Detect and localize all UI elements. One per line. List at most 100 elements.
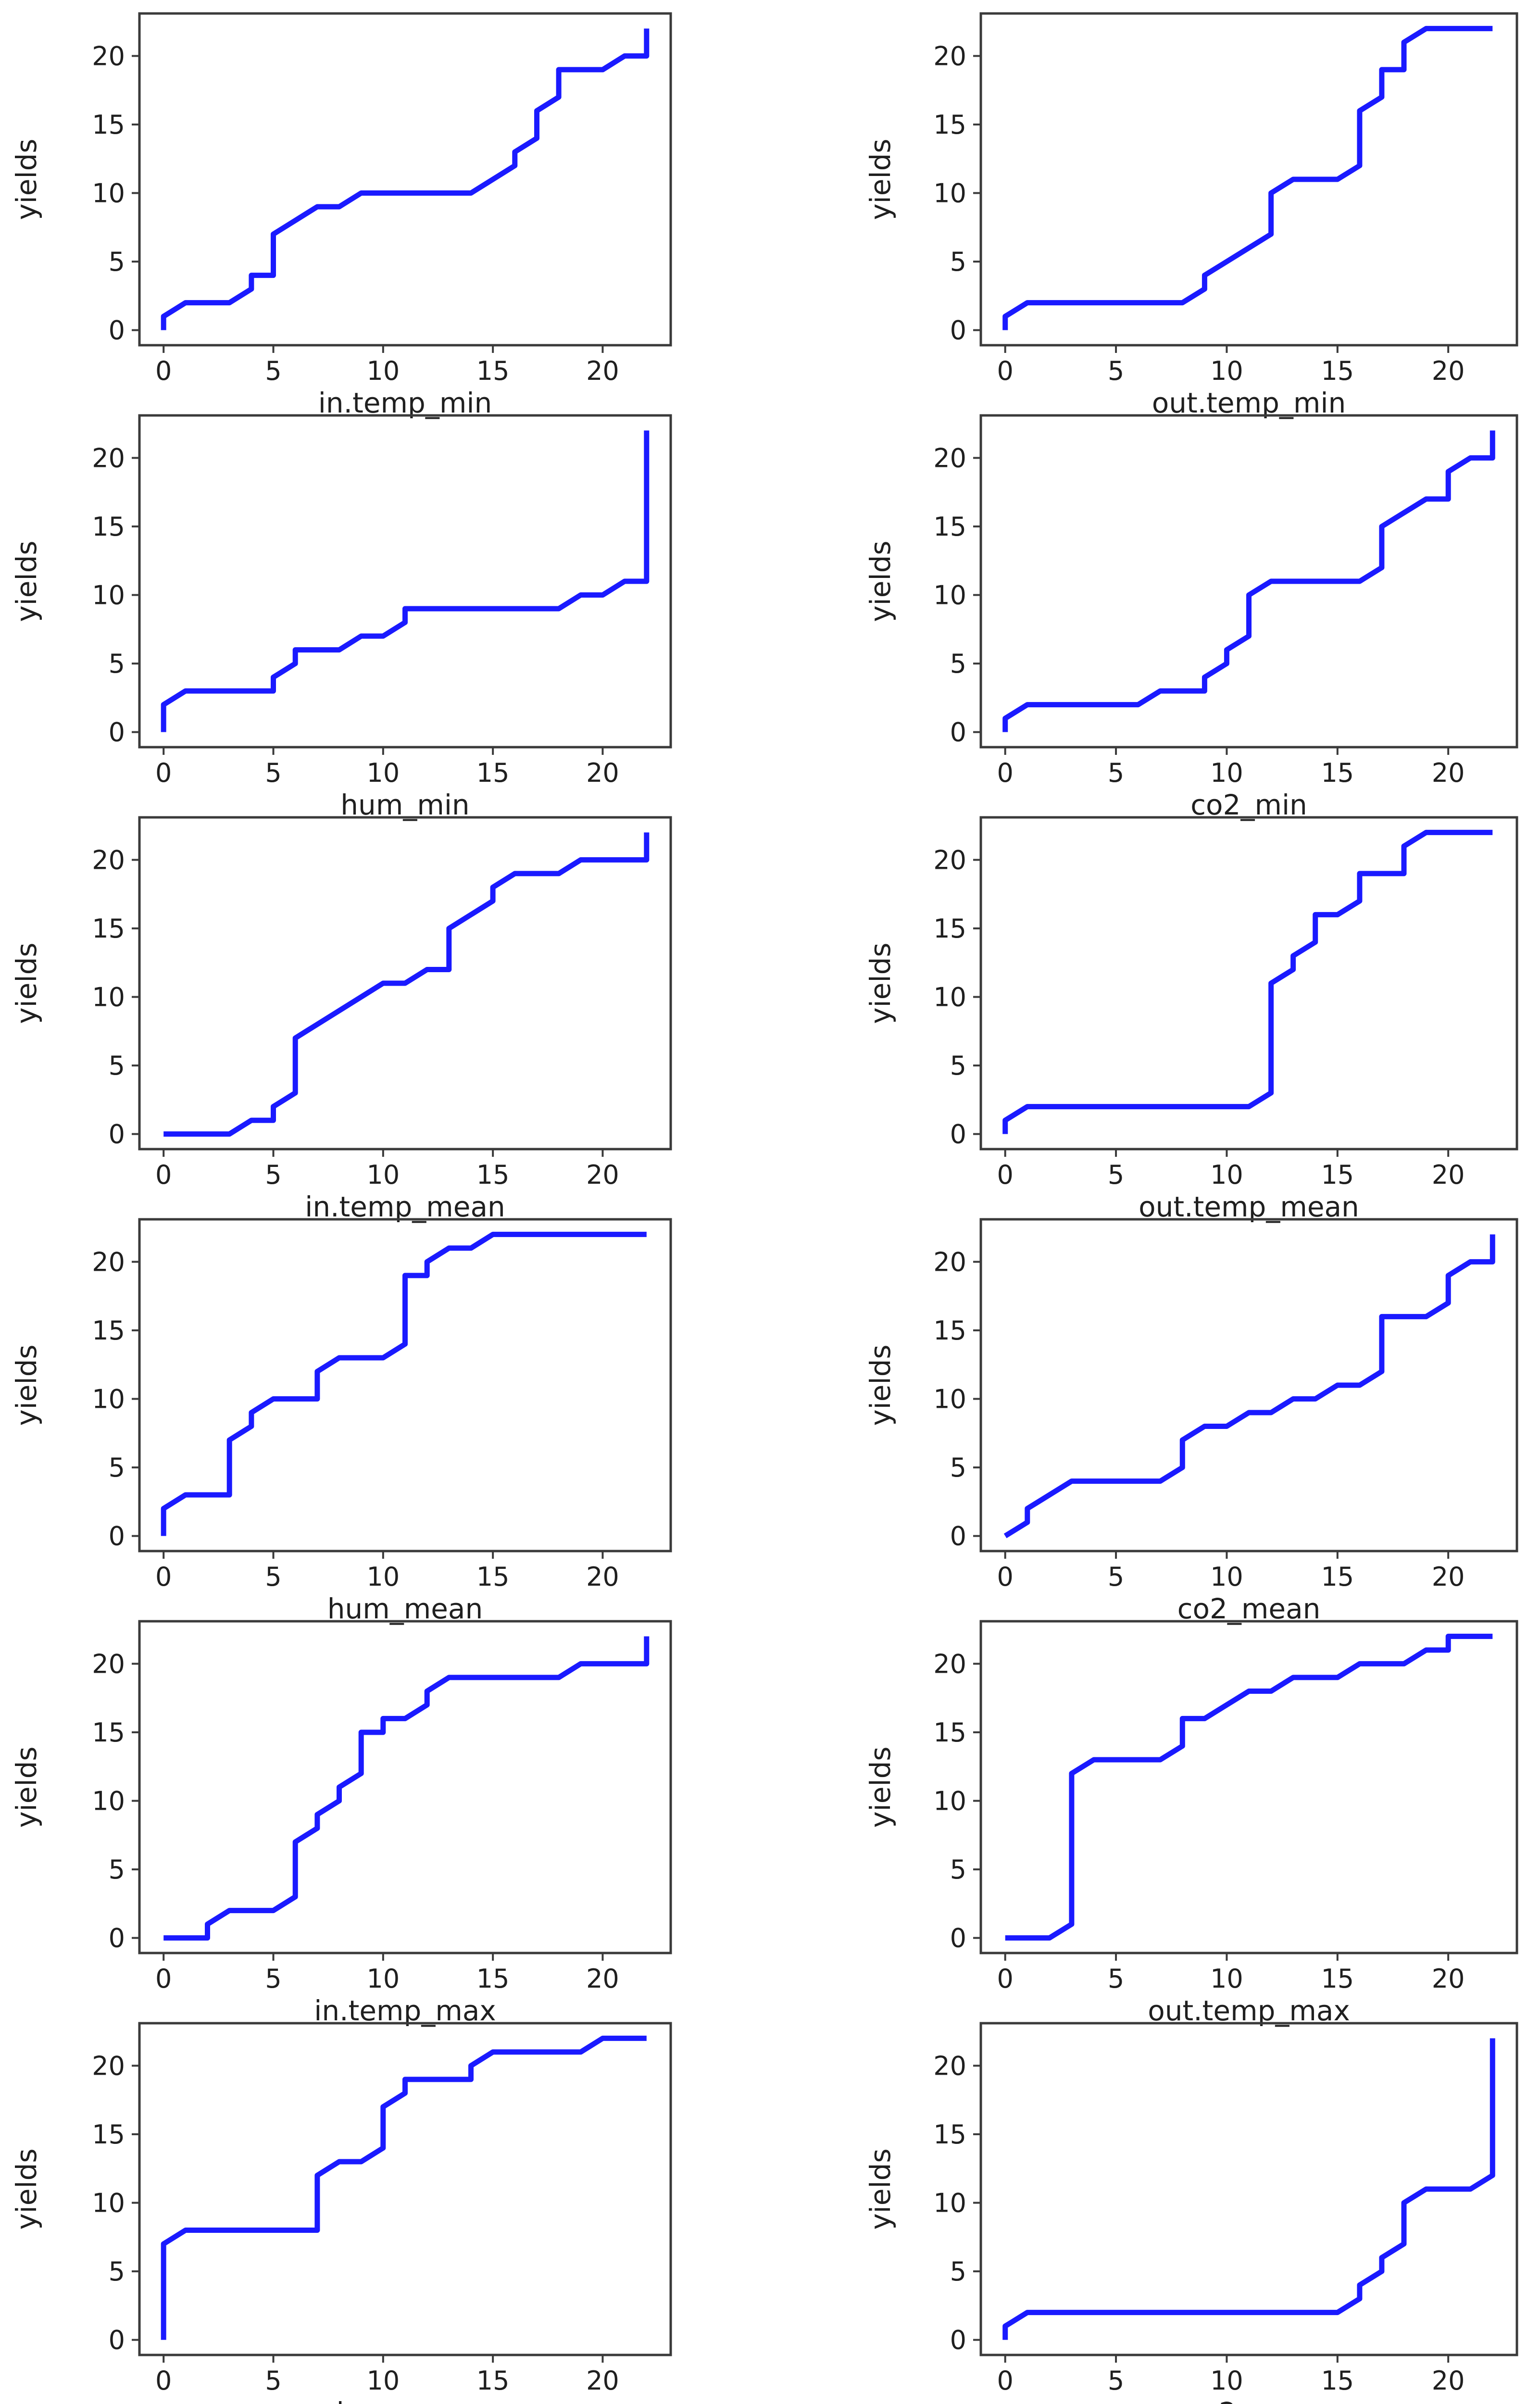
x-tick-label: 15 [476,2366,510,2396]
y-tick-label: 0 [950,1521,966,1552]
x-tick-label: 20 [1432,356,1465,386]
chart-hum-max: 0 5 10 15 20 0 5 10 15 20 hum_max yields [10,2022,672,2404]
y-tick-label: 0 [950,1119,966,1150]
y-tick-label: 5 [109,1452,125,1483]
subplot-in-temp-max: 0 5 10 15 20 0 5 10 15 20 in.temp_max yields [0,1608,770,2031]
y-tick-label: 15 [933,110,966,140]
y-tick-label: 5 [109,649,125,679]
y-tick-label: 20 [933,1649,966,1679]
subplot-out-temp-min: 0 5 10 15 20 0 5 10 15 20 out.temp_min yields [770,0,1540,423]
x-tick-label: 10 [1210,1160,1243,1190]
subplot-hum-max: 0 5 10 15 20 0 5 10 15 20 hum_max yields [0,2010,770,2404]
y-tick-label: 0 [950,315,966,346]
y-tick-label: 20 [933,845,966,875]
y-tick-label: 10 [933,580,966,611]
x-tick-label: 20 [1432,1562,1465,1592]
y-tick-label: 15 [933,1315,966,1346]
x-tick-label: 0 [155,1964,172,1994]
chart-co2-min: 0 5 10 15 20 0 5 10 15 20 co2_min yields [864,414,1518,821]
axes-box [138,1218,672,1553]
x-tick-label: 15 [1321,1160,1354,1190]
x-tick-label: 0 [997,1964,1014,1994]
x-tick-label: 0 [155,2366,172,2396]
y-axis-label: yields [10,1746,43,1828]
y-tick-label: 10 [92,2188,125,2218]
x-tick-label: 0 [997,356,1014,386]
chart-hum-min: 0 5 10 15 20 0 5 10 15 20 hum_min yields [10,414,672,821]
x-axis-label: in.temp_max [314,1994,496,2027]
y-tick-label: 15 [933,914,966,944]
y-axis-label: yields [864,540,897,622]
y-tick-label: 0 [109,315,125,346]
x-tick-label: 10 [1210,2366,1243,2396]
y-axis-label: yields [10,138,43,220]
y-tick-label: 20 [92,443,125,473]
y-tick-label: 5 [950,247,966,277]
y-axis-label: yields [864,138,897,220]
x-tick-label: 20 [1432,1964,1465,1994]
y-tick-label: 20 [933,1247,966,1277]
x-tick-label: 10 [366,1562,400,1592]
x-tick-label: 10 [1210,758,1243,788]
x-tick-label: 20 [586,1562,619,1592]
subplot-out-temp-max: 0 5 10 15 20 0 5 10 15 20 out.temp_max yields [770,1608,1540,2031]
data-line [161,430,650,732]
x-tick-label: 15 [476,1562,510,1592]
data-line [161,28,650,330]
chart-in-temp-max: 0 5 10 15 20 0 5 10 15 20 in.temp_max yields [10,1620,672,2027]
x-tick-label: 10 [366,1160,400,1190]
x-tick-label: 5 [265,2366,281,2396]
y-tick-label: 20 [92,1649,125,1679]
x-tick-label: 15 [1321,356,1354,386]
y-axis-label: yields [10,2148,43,2229]
x-axis-label: out.temp_mean [1139,1190,1359,1223]
x-tick-label: 20 [586,758,619,788]
y-tick-label: 10 [933,1786,966,1816]
axes-box [138,12,672,347]
axes-box [979,414,1518,749]
data-line [1002,829,1493,1134]
axes-box [138,2022,672,2356]
y-tick-label: 15 [92,1315,125,1346]
data-line [1002,25,1493,330]
chart-hum-mean: 0 5 10 15 20 0 5 10 15 20 hum_mean yields [10,1218,672,1625]
x-axis-label: co2_max [1187,2396,1312,2404]
y-axis-label: yields [864,1344,897,1426]
y-tick-label: 15 [92,512,125,542]
x-tick-label: 5 [265,1562,281,1592]
y-axis-label: yields [10,1344,43,1426]
y-tick-label: 0 [950,2325,966,2355]
chart-in-temp-mean: 0 5 10 15 20 0 5 10 15 20 in.temp_mean yields [10,816,672,1223]
y-tick-label: 20 [92,2051,125,2081]
x-axis-label: co2_min [1190,789,1307,821]
axes-box [979,816,1518,1151]
x-tick-label: 20 [586,1964,619,1994]
x-tick-label: 10 [1210,1562,1243,1592]
y-tick-label: 0 [950,717,966,748]
chart-out-temp-min: 0 5 10 15 20 0 5 10 15 20 out.temp_min yields [864,12,1518,419]
chart-co2-mean: 0 5 10 15 20 0 5 10 15 20 co2_mean yields [864,1218,1518,1625]
x-tick-label: 15 [476,758,510,788]
y-tick-label: 15 [92,2119,125,2150]
y-tick-label: 0 [109,1521,125,1552]
y-axis-label: yields [10,540,43,622]
axes-box [138,816,672,1151]
x-tick-label: 0 [155,1562,172,1592]
x-tick-label: 5 [1108,1160,1124,1190]
x-tick-label: 5 [265,758,281,788]
y-tick-label: 15 [933,2119,966,2150]
y-tick-label: 0 [950,1923,966,1953]
x-tick-label: 10 [366,356,400,386]
y-tick-label: 15 [933,1717,966,1748]
x-tick-label: 0 [997,758,1014,788]
x-tick-label: 20 [1432,1160,1465,1190]
x-tick-label: 15 [1321,2366,1354,2396]
x-axis-label: hum_mean [327,1592,483,1625]
y-tick-label: 20 [933,2051,966,2081]
data-line [163,1636,650,1941]
x-tick-label: 15 [1321,1964,1354,1994]
y-axis-label: yields [864,1746,897,1828]
chart-out-temp-max: 0 5 10 15 20 0 5 10 15 20 out.temp_max yields [864,1620,1518,2027]
x-tick-label: 10 [1210,356,1243,386]
